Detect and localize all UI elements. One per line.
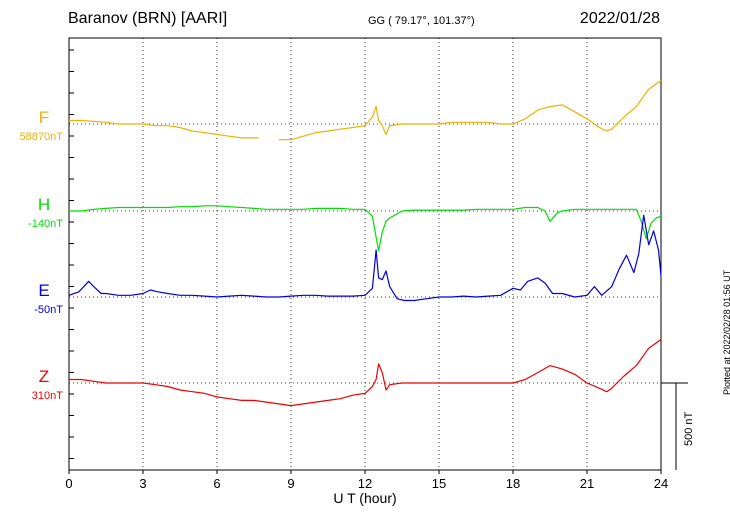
series-name-f: F xyxy=(39,108,49,127)
series-line-e xyxy=(68,214,662,302)
x-tick-label: 24 xyxy=(654,476,668,491)
x-tick-label: 12 xyxy=(358,476,372,491)
x-tick-label: 9 xyxy=(287,476,294,491)
series-baseline-h: -140nT xyxy=(28,218,63,230)
x-tick-label: 18 xyxy=(506,476,520,491)
x-axis-label: U T (hour) xyxy=(333,490,396,506)
series-name-e: E xyxy=(38,281,49,300)
series-line-z xyxy=(69,339,662,407)
series-name-z: Z xyxy=(39,367,49,386)
x-tick-label: 21 xyxy=(580,476,594,491)
x-tick-label: 0 xyxy=(65,476,72,491)
series-baseline-e: -50nT xyxy=(34,304,63,316)
observation-date: 2022/01/28 xyxy=(579,10,660,27)
scale-bar-label: 500 nT xyxy=(683,411,695,446)
station-coordinates: GG ( 79.17°, 101.37°) xyxy=(368,15,475,27)
series-baseline-f: 58870nT xyxy=(20,131,64,143)
station-title: Baranov (BRN) [AARI] xyxy=(68,10,228,27)
series-name-h: H xyxy=(38,195,50,214)
series-baseline-z: 310nT xyxy=(32,390,63,402)
x-tick-label: 3 xyxy=(139,476,146,491)
x-tick-label: 15 xyxy=(432,476,446,491)
series-line-h xyxy=(69,205,662,252)
scale-bar: 500 nT xyxy=(661,382,695,470)
series-line-f xyxy=(69,80,662,141)
x-tick-label: 6 xyxy=(213,476,220,491)
